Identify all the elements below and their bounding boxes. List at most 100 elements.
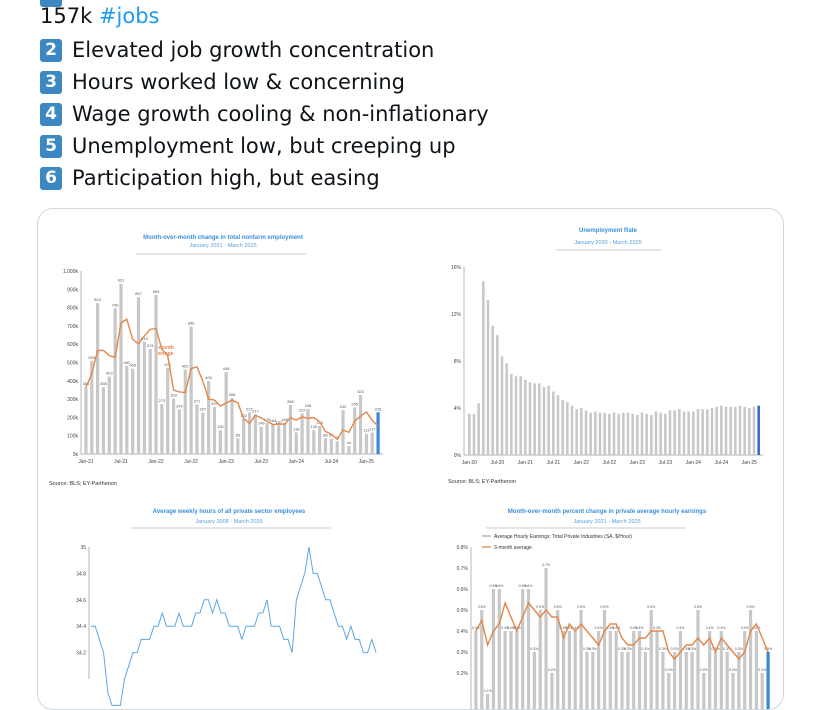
chart4-data-label: 0.5% xyxy=(536,605,544,609)
chart1-data-label: 466 xyxy=(129,363,136,368)
chart1-data-label: 246 xyxy=(305,403,312,408)
point-2: Elevated job growth concentration xyxy=(72,38,435,62)
chart1-subtitle: January 2021 - March 2025 xyxy=(189,243,256,249)
chart4-data-label: 0.2% xyxy=(758,668,766,672)
chart1-bar xyxy=(329,438,333,454)
chart1-bar xyxy=(294,432,298,454)
chart4-data-label: 0.6% xyxy=(495,584,503,588)
chart4-bar xyxy=(678,631,683,709)
chart1-data-label: 130 xyxy=(217,424,224,429)
chart2-x-tick: Jul-20 xyxy=(491,460,505,466)
chart4-bar xyxy=(620,652,624,709)
chart4-bar xyxy=(737,652,741,709)
chart4-title: Month-over-month percent change in priva… xyxy=(508,509,707,515)
chart1-bar xyxy=(318,426,322,454)
chart4-bar xyxy=(766,652,770,709)
chart4-bar xyxy=(567,631,572,709)
chart1-bar xyxy=(125,365,129,454)
chart1-data-label: 227 xyxy=(246,406,253,411)
chart4-data-label: 0.4% xyxy=(636,626,644,630)
annotation-line1: 3-month xyxy=(154,345,174,351)
chart4-data-label: 0.5% xyxy=(577,605,585,609)
chart2-bar xyxy=(729,406,732,455)
chart4-data-label: 0.4% xyxy=(571,626,579,630)
chart2-bar xyxy=(566,402,569,455)
chart2-bar xyxy=(556,395,560,455)
chart1-bar xyxy=(195,404,199,454)
chart2-x-tick: Jul-21 xyxy=(547,460,561,466)
chart4-data-label: 0.4% xyxy=(513,626,521,630)
chart2-bar xyxy=(734,406,737,455)
chart1-data-label: 271 xyxy=(194,398,201,403)
chart1-x-tick: Jan-21 xyxy=(78,459,94,465)
chart4-data-label: 0.4% xyxy=(565,626,573,630)
chart2-bar xyxy=(631,413,634,455)
chart4-bar xyxy=(597,631,601,709)
chart2-x-tick: Jan-20 xyxy=(462,460,478,466)
chart4-bar xyxy=(696,610,700,709)
hashtag-link[interactable]: #jobs xyxy=(98,4,160,28)
chart2-bar xyxy=(552,391,555,455)
chart1-y-tick: 100k xyxy=(67,434,78,440)
chart2-bar xyxy=(752,406,756,455)
chart1-y-tick: 300k xyxy=(67,397,78,403)
chart2-bar xyxy=(561,399,564,455)
legend-avg-label: 3-month average xyxy=(494,545,532,551)
chart1-data-label: 44 xyxy=(347,440,352,445)
chart4-bar xyxy=(614,631,618,709)
chart2-bar xyxy=(575,409,578,455)
chart1-bar xyxy=(166,367,170,454)
chart3-y-tick: 34.6 xyxy=(76,598,86,604)
point-3: Hours worked low & concerning xyxy=(72,70,405,94)
chart2-bar xyxy=(491,325,494,455)
chart1-data-label: 365 xyxy=(100,381,107,386)
chart3-line xyxy=(91,546,377,706)
chart1-bar xyxy=(119,283,123,454)
chart2-bar xyxy=(673,410,676,455)
chart1-3mo-avg-line xyxy=(85,318,379,441)
chart1-bar xyxy=(323,438,328,454)
chart4-data-label: 0.2% xyxy=(548,668,556,672)
tweet-image[interactable]: Month-over-month change in total nonfarm… xyxy=(37,208,784,710)
chart1-data-label: 227 xyxy=(199,406,206,411)
chart1-bar xyxy=(259,426,263,454)
chart3-y-tick: 35 xyxy=(80,545,86,551)
chart4-data-label: 0.4% xyxy=(676,626,684,630)
chart2-bar xyxy=(636,415,639,455)
chart4-data-label: 0.2% xyxy=(700,668,708,672)
chart4-bar xyxy=(509,631,513,709)
chart1-bar xyxy=(364,433,368,454)
chart1-data-label: 696 xyxy=(188,321,195,326)
chart2-bar xyxy=(650,415,653,455)
chart4-data-label: 0.3% xyxy=(618,647,626,651)
chart1-bar xyxy=(148,348,152,454)
chart2-bar xyxy=(668,410,672,455)
chart1-data-label: 869 xyxy=(153,289,160,294)
chart2-bar xyxy=(496,335,499,455)
chart2-bar xyxy=(519,376,522,455)
chart1-bar xyxy=(224,372,228,454)
chart4-data-label: 0.5% xyxy=(694,605,702,609)
chart1-y-tick: 1,000k xyxy=(63,269,79,275)
chart4-bar xyxy=(632,631,636,709)
chart4-data-label: 0.4% xyxy=(752,626,760,630)
chart1-bar xyxy=(271,423,275,454)
chart2-y-tick: 0% xyxy=(454,453,462,459)
chart1-data-label: 268 xyxy=(287,399,294,404)
annotation-line2: average xyxy=(155,351,174,357)
chart4-data-label: 0.4% xyxy=(717,626,725,630)
chart1-avg-annotation: 3-month average xyxy=(154,345,174,357)
chart1-bar xyxy=(358,394,363,454)
chart4-data-label: 0.7% xyxy=(542,563,550,567)
chart1-data-label: 111 xyxy=(363,428,370,433)
chart1-data-label: 574 xyxy=(147,343,154,348)
legend-bars-label: Average Hourly Earnings: Total Private I… xyxy=(494,534,632,540)
chart4-bar xyxy=(760,673,764,709)
chart1-bar xyxy=(288,404,293,454)
number-5-badge: 5 xyxy=(40,135,62,158)
chart2-x-tick: Jan-25 xyxy=(742,460,758,466)
chart4-bar xyxy=(515,631,519,709)
chart1-title: Month-over-month change in total nonfarm… xyxy=(143,235,303,241)
chart2-bar xyxy=(748,408,751,455)
chart1-bar xyxy=(189,326,193,454)
